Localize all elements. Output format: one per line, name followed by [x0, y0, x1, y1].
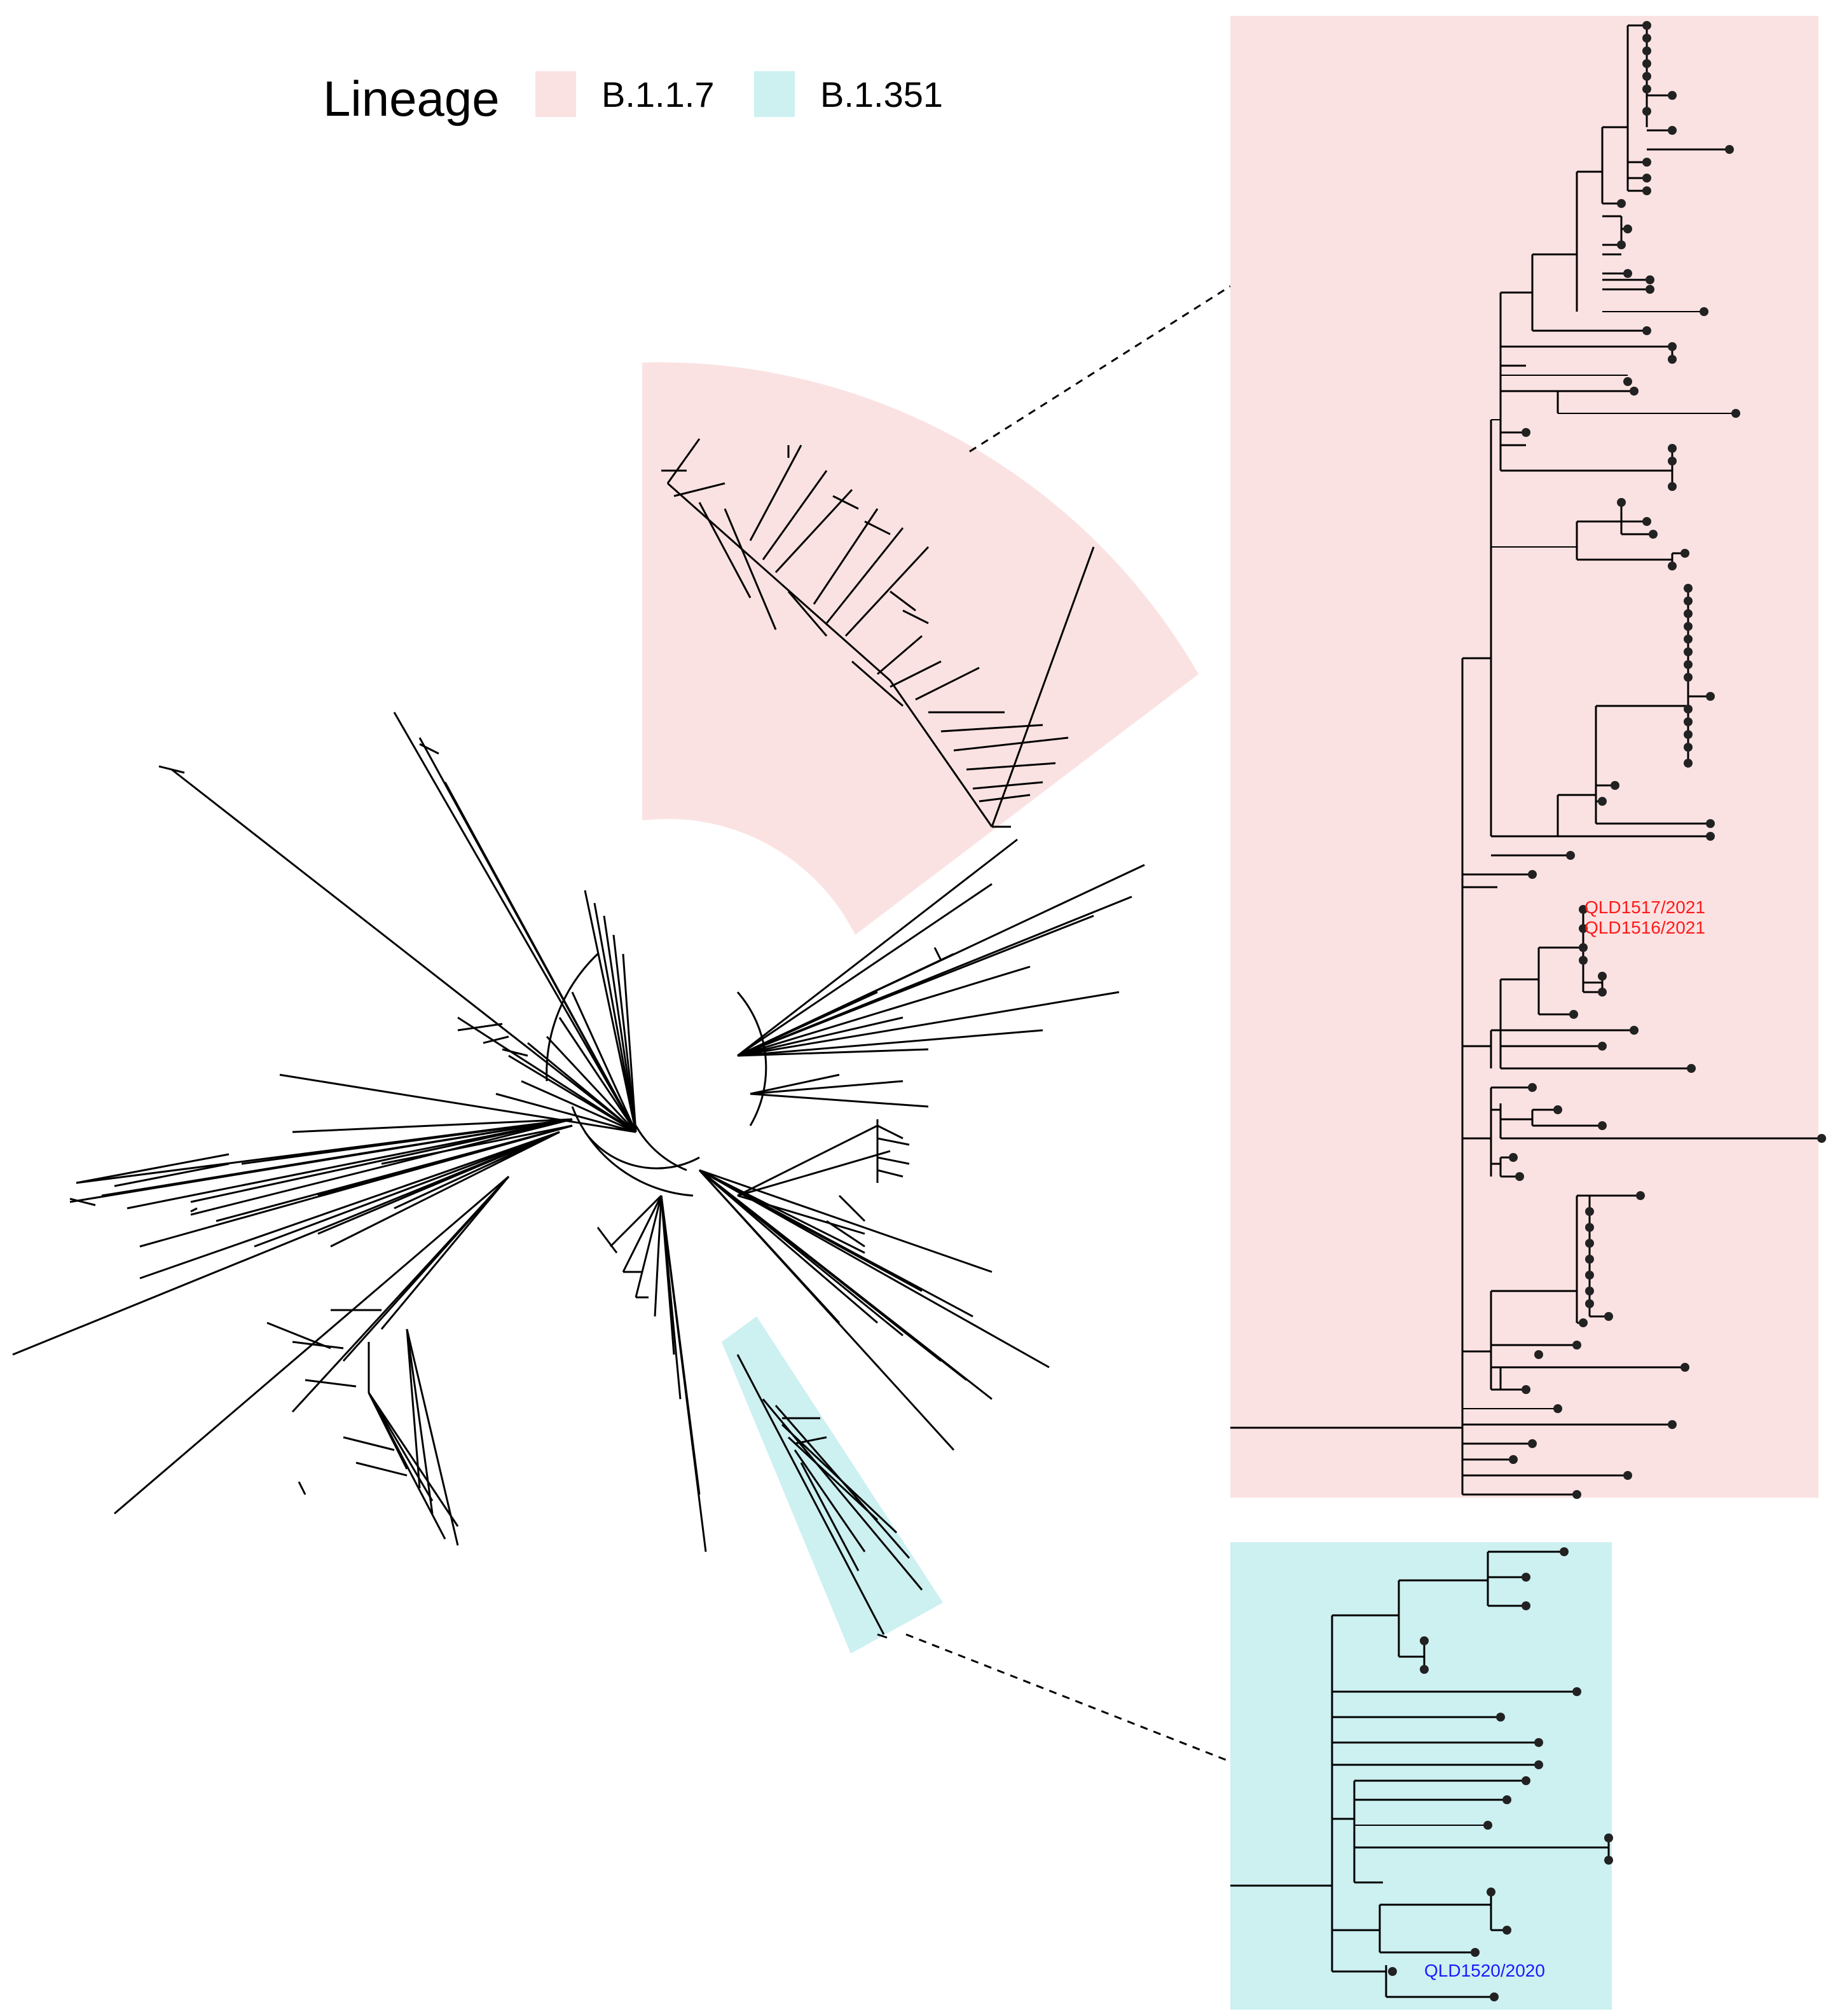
legend-title: Lineage [323, 71, 500, 127]
tree-arc [736, 991, 767, 1126]
fan-lower-right [698, 1169, 1050, 1451]
fan-upper-left [158, 712, 637, 1133]
inset-panel-b117 [1230, 16, 1818, 1498]
fan-lower-middle [596, 1194, 707, 1552]
fan-lower-left [12, 1131, 560, 1546]
inset-tip-points-b117 [1509, 21, 1826, 1499]
legend-label-b1351: B.1.351 [820, 74, 943, 114]
connector-b1351 [905, 1633, 1231, 1763]
tree-arc [584, 1131, 700, 1170]
circular-clade-highlight-b1351 [722, 1316, 943, 1654]
legend-swatch-b117 [535, 71, 576, 117]
inset-tree-b1351: QLD1520/2020 [1230, 1547, 1613, 2001]
circular-clade-b1351 [736, 1354, 923, 1639]
fan-right [737, 1119, 910, 1248]
tree-arc [635, 1125, 687, 1171]
fan-left [69, 1118, 573, 1248]
legend-label-b117: B.1.1.7 [601, 74, 714, 114]
circular-tree [12, 438, 1145, 1639]
legend-swatch-b1351 [754, 71, 795, 117]
fan-upper-right [737, 838, 1145, 1108]
legend: Lineage B.1.1.7 B.1.351 [323, 71, 943, 127]
tree-arc [571, 1106, 694, 1197]
inset-tree-b117: QLD1517/2021 QLD1516/2021 [1230, 21, 1826, 1499]
inset-panel-b1351 [1230, 1542, 1612, 2010]
tip-label-qld1517: QLD1517/2021 [1584, 897, 1705, 917]
connector-b117 [969, 285, 1231, 453]
circular-clade-b117 [661, 438, 1095, 828]
circular-clade-highlight-b117 [642, 362, 1199, 935]
tip-label-qld1520: QLD1520/2020 [1424, 1961, 1545, 1980]
inset-tip-points-b1351 [1388, 1547, 1613, 2001]
tip-label-qld1516: QLD1516/2021 [1584, 918, 1705, 937]
